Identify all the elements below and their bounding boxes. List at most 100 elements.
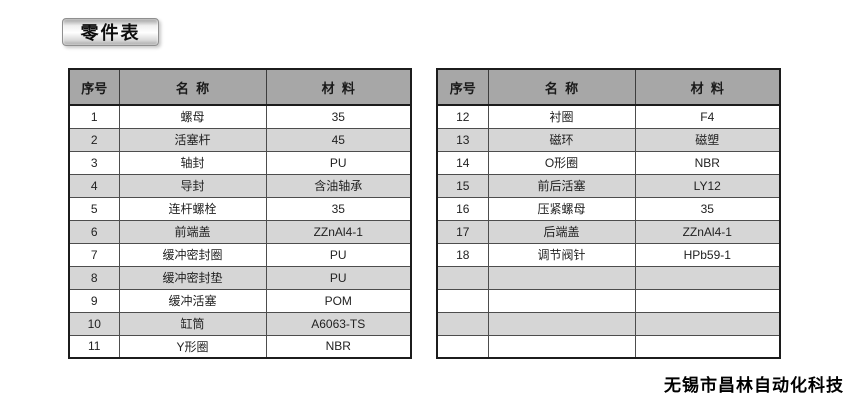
- cell: [436, 288, 489, 313]
- cell: 35: [265, 196, 412, 221]
- cell: HPb59-1: [634, 242, 781, 267]
- cell: [634, 311, 781, 336]
- column-header-name: 名 称: [118, 68, 267, 106]
- cell: 35: [265, 104, 412, 129]
- cell: LY12: [634, 173, 781, 198]
- header-row: 序号 名 称 材 料: [436, 68, 781, 106]
- cell: 含油轴承: [265, 173, 412, 198]
- cell: 磁环: [487, 127, 636, 152]
- cell: 轴封: [118, 150, 267, 175]
- cell: POM: [265, 288, 412, 313]
- cell: PU: [265, 242, 412, 267]
- cell: 前后活塞: [487, 173, 636, 198]
- cell: 导封: [118, 173, 267, 198]
- cell: O形圈: [487, 150, 636, 175]
- header-row: 序号 名 称 材 料: [68, 68, 412, 106]
- parts-table-1: 序号 名 称 材 料 1 螺母 35 2 活塞杆 45 3 轴封 PU 4 导封 含油轴承 5 连杆螺栓 3…: [68, 68, 412, 359]
- cell: 13: [436, 127, 489, 152]
- cell: PU: [265, 150, 412, 175]
- table-row: 18 调节阀针 HPb59-1: [436, 242, 781, 267]
- cell: 5: [68, 196, 120, 221]
- column-header-material: 材 料: [265, 68, 412, 106]
- cell: NBR: [265, 334, 412, 359]
- cell: 缸筒: [118, 311, 267, 336]
- table-row: 10 缸筒 A6063-TS: [68, 311, 412, 336]
- cell: [487, 334, 636, 359]
- cell: F4: [634, 104, 781, 129]
- table-row: 16 压紧螺母 35: [436, 196, 781, 221]
- cell: 4: [68, 173, 120, 198]
- cell: 活塞杆: [118, 127, 267, 152]
- cell: 螺母: [118, 104, 267, 129]
- cell: 磁塑: [634, 127, 781, 152]
- table-row: 6 前端盖 ZZnAl4-1: [68, 219, 412, 244]
- table-row: 2 活塞杆 45: [68, 127, 412, 152]
- cell: [436, 334, 489, 359]
- cell: 16: [436, 196, 489, 221]
- table-row: 17 后端盖 ZZnAl4-1: [436, 219, 781, 244]
- column-header-material: 材 料: [634, 68, 781, 106]
- company-name: 无锡市昌林自动化科技: [664, 376, 844, 395]
- cell: 18: [436, 242, 489, 267]
- cell: 压紧螺母: [487, 196, 636, 221]
- table-row: [436, 265, 781, 290]
- cell: 2: [68, 127, 120, 152]
- table-row: 8 缓冲密封垫 PU: [68, 265, 412, 290]
- cell: 9: [68, 288, 120, 313]
- cell: 缓冲密封垫: [118, 265, 267, 290]
- cell: 后端盖: [487, 219, 636, 244]
- cell: [634, 334, 781, 359]
- cell: 11: [68, 334, 120, 359]
- table-row: [436, 334, 781, 359]
- cell: [487, 311, 636, 336]
- table-row: 5 连杆螺栓 35: [68, 196, 412, 221]
- cell: 15: [436, 173, 489, 198]
- table-row: 15 前后活塞 LY12: [436, 173, 781, 198]
- cell: 8: [68, 265, 120, 290]
- cell: [487, 265, 636, 290]
- cell: 14: [436, 150, 489, 175]
- page-title: 零件表: [80, 23, 141, 43]
- cell: ZZnAl4-1: [265, 219, 412, 244]
- cell: 35: [634, 196, 781, 221]
- table-row: 13 磁环 磁塑: [436, 127, 781, 152]
- cell: [634, 265, 781, 290]
- parts-table-2: 序号 名 称 材 料 12 衬圈 F4 13 磁环 磁塑 14 O形圈 NBR 15 前后活塞 LY1…: [436, 68, 781, 359]
- table-row: 12 衬圈 F4: [436, 104, 781, 129]
- cell: [436, 311, 489, 336]
- column-header-index: 序号: [68, 68, 120, 106]
- cell: 调节阀针: [487, 242, 636, 267]
- cell: 17: [436, 219, 489, 244]
- table-row: [436, 288, 781, 313]
- table-row: 14 O形圈 NBR: [436, 150, 781, 175]
- table-row: 4 导封 含油轴承: [68, 173, 412, 198]
- table-row: 9 缓冲活塞 POM: [68, 288, 412, 313]
- cell: NBR: [634, 150, 781, 175]
- cell: 3: [68, 150, 120, 175]
- table-row: 7 缓冲密封圈 PU: [68, 242, 412, 267]
- cell: 缓冲活塞: [118, 288, 267, 313]
- cell: [436, 265, 489, 290]
- cell: A6063-TS: [265, 311, 412, 336]
- column-header-index: 序号: [436, 68, 489, 106]
- cell: 7: [68, 242, 120, 267]
- table-row: 1 螺母 35: [68, 104, 412, 129]
- cell: 衬圈: [487, 104, 636, 129]
- cell: 前端盖: [118, 219, 267, 244]
- cell: 12: [436, 104, 489, 129]
- cell: PU: [265, 265, 412, 290]
- table-row: 11 Y形圈 NBR: [68, 334, 412, 359]
- page-title-badge: 零件表: [62, 18, 159, 46]
- cell: ZZnAl4-1: [634, 219, 781, 244]
- cell: 连杆螺栓: [118, 196, 267, 221]
- cell: 1: [68, 104, 120, 129]
- table-row: 3 轴封 PU: [68, 150, 412, 175]
- cell: 6: [68, 219, 120, 244]
- column-header-name: 名 称: [487, 68, 636, 106]
- cell: [487, 288, 636, 313]
- cell: [634, 288, 781, 313]
- table-row: [436, 311, 781, 336]
- cell: Y形圈: [118, 334, 267, 359]
- cell: 缓冲密封圈: [118, 242, 267, 267]
